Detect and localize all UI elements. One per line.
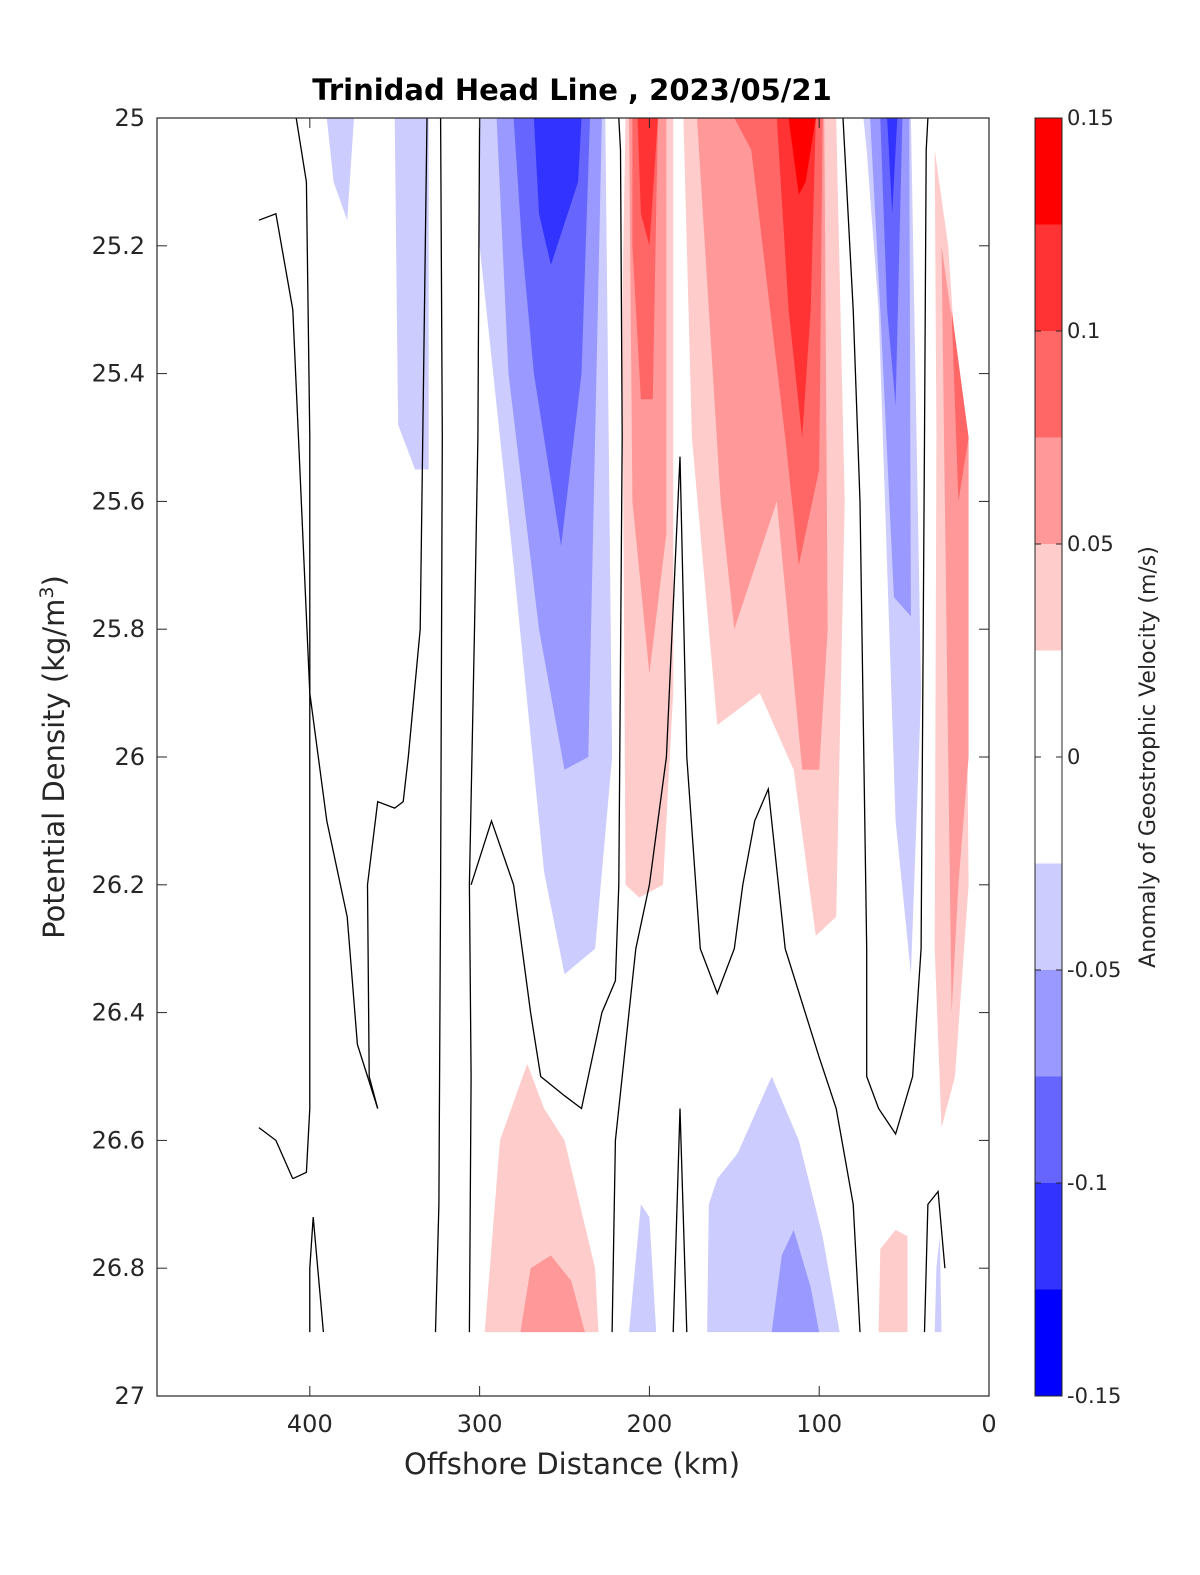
x-tick-label-0: 400 bbox=[287, 1410, 333, 1438]
velocity-region-17 bbox=[880, 118, 903, 406]
y-tick-label-0: 25 bbox=[114, 104, 145, 132]
y-tick-label-3: 25.6 bbox=[92, 487, 145, 515]
colorbar-tick-label-4: -0.05 bbox=[1067, 958, 1121, 982]
colorbar-tick-label-6: -0.15 bbox=[1067, 1384, 1121, 1408]
colorbar-frame bbox=[1034, 117, 1063, 1397]
colorbar-tick-label-2: 0.05 bbox=[1067, 532, 1114, 556]
zero-contour-line-5 bbox=[434, 118, 443, 1333]
y-tick-label-4: 25.8 bbox=[92, 615, 145, 643]
velocity-region-25 bbox=[707, 1076, 840, 1333]
velocity-region-18 bbox=[887, 118, 898, 214]
colorbar-title: Anomaly of Geostrophic Velocity (m/s) bbox=[1136, 546, 1161, 968]
velocity-region-4 bbox=[513, 118, 590, 547]
zero-contour-line-6 bbox=[468, 118, 481, 1333]
colorbar-tick-label-3: 0 bbox=[1067, 745, 1080, 769]
colorbar-band-10 bbox=[1035, 1289, 1062, 1397]
colorbar-tick-label-1: 0.1 bbox=[1067, 319, 1100, 343]
y-tick-label-2: 25.4 bbox=[92, 360, 145, 388]
zero-contour-line-7 bbox=[470, 118, 623, 1110]
x-tick-label-4: 0 bbox=[981, 1410, 996, 1438]
y-axis-title-superscript: 3 bbox=[36, 586, 58, 598]
zero-contour-line-11 bbox=[923, 1189, 946, 1333]
velocity-region-16 bbox=[870, 118, 911, 617]
zero-contour-line-2 bbox=[292, 118, 311, 1180]
velocity-region-23 bbox=[520, 1255, 585, 1333]
y-tick-label-5: 26 bbox=[114, 743, 145, 771]
y-axis-title: Potential Density (kg/m3) bbox=[36, 575, 71, 939]
velocity-region-21 bbox=[951, 309, 969, 502]
velocity-region-24 bbox=[629, 1204, 657, 1333]
colorbar-band-8 bbox=[1035, 1076, 1062, 1184]
velocity-region-28 bbox=[934, 1236, 942, 1333]
velocity-region-26 bbox=[771, 1229, 820, 1333]
colorbar-band-7 bbox=[1035, 970, 1062, 1077]
y-tick-label-7: 26.4 bbox=[92, 999, 145, 1027]
x-tick-label-2: 200 bbox=[627, 1410, 673, 1438]
colorbar-tick-label-5: -0.1 bbox=[1067, 1171, 1108, 1195]
zero-contour-line-8 bbox=[611, 456, 861, 1333]
velocity-region-9 bbox=[637, 118, 658, 246]
y-tick-label-8: 26.6 bbox=[92, 1126, 145, 1154]
y-axis-title-main: Potential Density (kg/m bbox=[37, 599, 71, 939]
velocity-region-1 bbox=[394, 118, 429, 470]
colorbar: 0.15 0.1 0.05 0 -0.05 -0.1 -0.15 bbox=[1035, 106, 1121, 1408]
velocity-region-27 bbox=[878, 1229, 908, 1333]
zero-contour-line-4 bbox=[366, 118, 428, 1109]
y-tick-label-6: 26.2 bbox=[92, 871, 145, 899]
velocity-region-14 bbox=[788, 118, 816, 195]
axis-ticks: 400 300 200 100 0 25 25.2 25.4 25.6 25.8 26 26.2 26.… bbox=[92, 104, 997, 1438]
zero-contour-line-3 bbox=[309, 1217, 325, 1333]
x-tick-label-1: 300 bbox=[457, 1410, 503, 1438]
zero-contour-line-9 bbox=[672, 1108, 688, 1333]
colorbar-band-0 bbox=[1035, 118, 1062, 225]
colorbar-tick-label-0: 0.15 bbox=[1067, 106, 1114, 130]
colorbar-band-4 bbox=[1035, 544, 1062, 651]
x-axis-title: Offshore Distance (km) bbox=[404, 1447, 740, 1481]
y-tick-label-9: 26.8 bbox=[92, 1254, 145, 1282]
velocity-region-0 bbox=[326, 118, 354, 221]
velocity-contour-fills bbox=[326, 118, 969, 1333]
chart-title: Trinidad Head Line , 2023/05/21 bbox=[312, 73, 832, 107]
velocity-region-5 bbox=[533, 118, 582, 265]
colorbar-band-9 bbox=[1035, 1183, 1062, 1290]
colorbar-band-1 bbox=[1035, 224, 1062, 332]
colorbar-band-6 bbox=[1035, 863, 1062, 971]
y-axis-title-close: ) bbox=[37, 575, 71, 586]
y-tick-label-10: 27 bbox=[114, 1382, 145, 1410]
zero-contour-line-10 bbox=[842, 118, 929, 1136]
colorbar-band-2 bbox=[1035, 331, 1062, 438]
velocity-region-13 bbox=[776, 118, 816, 438]
colorbar-band-3 bbox=[1035, 437, 1062, 545]
x-tick-label-3: 100 bbox=[796, 1410, 842, 1438]
zero-contour-lines bbox=[258, 118, 946, 1333]
y-tick-label-1: 25.2 bbox=[92, 232, 145, 260]
zero-contour-line-1 bbox=[258, 1127, 294, 1179]
velocity-region-22 bbox=[484, 1063, 599, 1333]
